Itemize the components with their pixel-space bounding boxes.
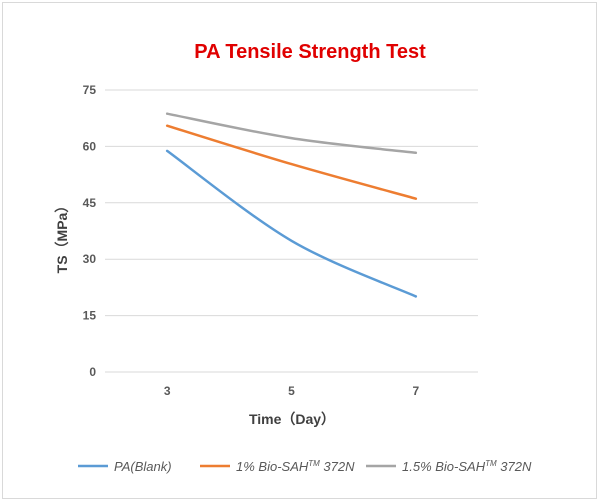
series-line-2 <box>165 112 418 155</box>
series-line-1 <box>165 124 418 200</box>
legend-trademark-superscript: TM <box>308 459 320 468</box>
y-axis-title: TS（MPa） <box>54 199 70 274</box>
data-point <box>415 295 417 297</box>
legend-label-1: 1% Bio-SAHTM 372N <box>236 459 355 474</box>
gridlines <box>105 89 478 373</box>
data-point <box>415 152 417 154</box>
y-tick-label: 15 <box>83 309 97 323</box>
y-tick-label: 0 <box>89 365 96 379</box>
x-axis-ticks: 3 5 7 <box>164 384 420 398</box>
data-point <box>166 125 168 127</box>
x-tick-label: 3 <box>164 384 171 398</box>
legend-trademark-superscript: TM <box>485 459 497 468</box>
x-tick-label: 5 <box>288 384 295 398</box>
x-tick-label: 7 <box>412 384 419 398</box>
x-axis-title: Time（Day） <box>249 411 335 427</box>
data-point <box>415 198 417 200</box>
y-tick-label: 75 <box>83 83 97 97</box>
y-tick-label: 60 <box>83 139 97 153</box>
legend-label-main: PA(Blank) <box>114 459 172 474</box>
data-point <box>166 113 168 115</box>
data-point <box>291 240 292 242</box>
series-lines <box>165 112 418 298</box>
legend-label-main: 1.5% Bio-SAH <box>402 459 486 474</box>
legend-label-2: 1.5% Bio-SAHTM 372N <box>402 459 532 474</box>
y-tick-label: 30 <box>83 252 97 266</box>
series-line-0 <box>165 149 418 298</box>
y-axis-ticks: 0 15 30 45 60 75 <box>83 83 97 379</box>
data-point <box>166 150 168 152</box>
legend: PA(Blank) 1% Bio-SAHTM 372N 1.5% Bio-SAHTM… <box>78 459 532 474</box>
legend-label-tail: 372N <box>320 459 355 474</box>
data-point <box>291 163 292 165</box>
y-tick-label: 45 <box>83 196 97 210</box>
data-point <box>291 137 292 139</box>
legend-label-main: 1% Bio-SAH <box>236 459 309 474</box>
legend-label-0: PA(Blank) <box>114 459 172 474</box>
chart-title: PA Tensile Strength Test <box>194 41 426 63</box>
chart-frame <box>2 2 597 499</box>
legend-label-tail: 372N <box>497 459 532 474</box>
